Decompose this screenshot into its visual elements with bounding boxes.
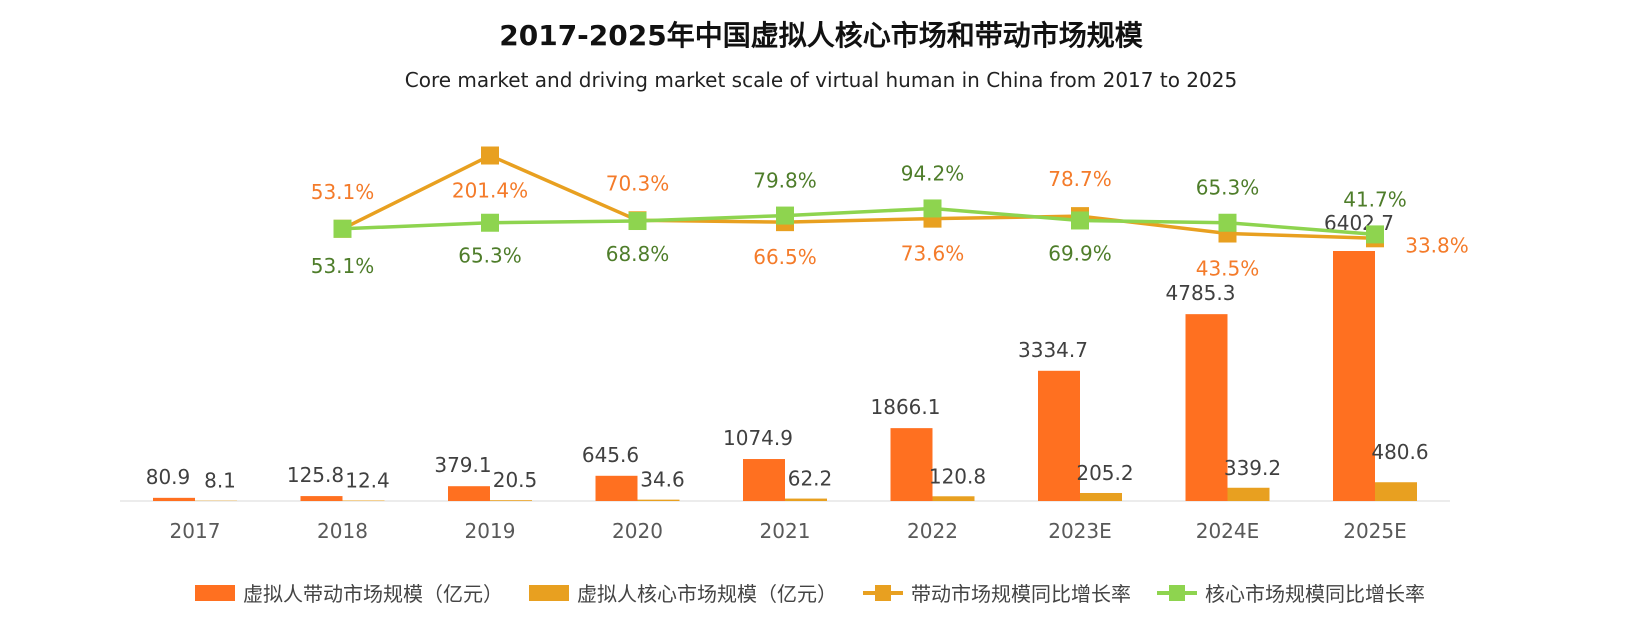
bar-core-market [932, 496, 975, 501]
x-tick-label: 2017 [170, 519, 221, 543]
data-label-core-market: 120.8 [929, 464, 986, 488]
data-label-core-growth: 65.3% [458, 244, 522, 268]
legend-swatch-core-growth [1157, 584, 1197, 601]
legend-item-driving-market: 虚拟人带动市场规模（亿元） [195, 578, 503, 607]
bar-driving-market [890, 428, 933, 501]
data-label-core-growth: 69.9% [1048, 241, 1112, 265]
x-tick-label: 2019 [465, 519, 516, 543]
marker-core-growth [628, 212, 647, 231]
data-label-driving-market: 1074.9 [723, 426, 793, 450]
data-label-driving-market: 4785.3 [1166, 281, 1236, 305]
legend-label-driving-market: 虚拟人带动市场规模（亿元） [243, 582, 503, 606]
chart-title: 2017-2025年中国虚拟人核心市场和带动市场规模 [499, 19, 1143, 52]
data-label-core-market: 20.5 [493, 468, 538, 492]
data-label-core-market: 339.2 [1224, 456, 1281, 480]
data-label-driving-growth: 70.3% [606, 171, 670, 195]
data-label-driving-growth: 66.5% [753, 245, 817, 269]
legend-item-core-growth: 核心市场规模同比增长率 [1157, 578, 1425, 607]
bar-driving-market [1333, 251, 1375, 501]
data-label-driving-growth: 53.1% [311, 180, 375, 204]
legend-label-core-market: 虚拟人核心市场规模（亿元） [577, 582, 837, 606]
bar-core-market [490, 500, 532, 501]
legend-label-driving-growth: 带动市场规模同比增长率 [911, 582, 1131, 606]
legend-swatch-driving-market [195, 584, 235, 601]
x-tick-label: 2018 [317, 519, 368, 543]
bar-core-market [1227, 487, 1270, 501]
legend-label-core-growth: 核心市场规模同比增长率 [1205, 582, 1425, 606]
marker-core-growth [333, 219, 352, 238]
marker-core-growth [923, 199, 942, 218]
data-label-driving-growth: 73.6% [901, 242, 965, 266]
data-label-core-market: 34.6 [640, 468, 685, 492]
bar-driving-market [1038, 370, 1080, 501]
legend-swatch-driving-growth [863, 584, 903, 601]
line-core-growth [342, 206, 1376, 237]
marker-core-growth [1366, 225, 1384, 244]
bar-driving-market [595, 475, 638, 501]
line-driving-growth [341, 153, 1376, 241]
data-label-core-market: 12.4 [345, 469, 390, 493]
chart-plot: 2017 2018 2019 2020 2021 2022 2023E 2024E 2025E 8… [120, 146, 1469, 543]
bar-core-market [637, 499, 680, 501]
bar-driving-market [300, 496, 343, 501]
data-label-core-growth: 68.8% [606, 242, 670, 266]
legend-item-driving-growth: 带动市场规模同比增长率 [863, 578, 1131, 607]
bar-driving-market [1185, 314, 1228, 501]
data-label-driving-growth: 43.5% [1196, 257, 1260, 281]
marker-core-growth [1218, 213, 1237, 232]
data-label-core-growth: 41.7% [1343, 187, 1407, 211]
data-label-core-market: 480.6 [1371, 440, 1428, 464]
data-label-core-market: 8.1 [204, 469, 236, 493]
bar-core-market [1080, 492, 1122, 501]
marker-core-growth [1071, 211, 1089, 230]
bar-driving-market [153, 497, 195, 501]
data-label-core-market: 62.2 [788, 467, 833, 491]
data-label-driving-growth: 78.7% [1048, 167, 1112, 191]
data-label-driving-market: 1866.1 [871, 395, 941, 419]
x-tick-label: 2020 [612, 519, 663, 543]
data-label-driving-market: 379.1 [434, 453, 491, 477]
marker-driving-growth [481, 146, 499, 165]
data-label-driving-market: 125.8 [287, 463, 344, 487]
data-label-core-market: 205.2 [1076, 461, 1133, 485]
data-label-core-growth: 79.8% [753, 169, 817, 193]
chart-subtitle: Core market and driving market scale of … [404, 68, 1238, 92]
x-tick-label: 2025E [1343, 519, 1407, 543]
x-tick-label: 2021 [760, 519, 811, 543]
bar-core-market [1375, 482, 1417, 501]
data-label-driving-growth: 201.4% [452, 179, 528, 203]
data-label-driving-growth: 33.8% [1405, 233, 1469, 257]
chart-legend: 虚拟人带动市场规模（亿元） 虚拟人核心市场规模（亿元） 带动市场规模同比增长率 … [195, 578, 1451, 607]
bar-core-market [785, 498, 827, 501]
data-label-core-growth: 94.2% [901, 161, 965, 185]
legend-item-core-market: 虚拟人核心市场规模（亿元） [529, 578, 837, 607]
legend-swatch-core-market [529, 584, 569, 601]
data-label-driving-market: 3334.7 [1018, 338, 1088, 362]
x-tick-label: 2022 [907, 519, 958, 543]
marker-core-growth [776, 206, 794, 225]
data-label-core-growth: 53.1% [311, 254, 375, 278]
data-label-core-growth: 65.3% [1196, 176, 1260, 200]
x-tick-label: 2024E [1196, 519, 1260, 543]
marker-core-growth [481, 213, 499, 232]
x-tick-label: 2023E [1048, 519, 1112, 543]
bar-driving-market [448, 486, 490, 501]
data-label-driving-market: 80.9 [146, 465, 191, 489]
data-label-driving-market: 645.6 [582, 443, 639, 467]
bar-driving-market [743, 459, 785, 501]
